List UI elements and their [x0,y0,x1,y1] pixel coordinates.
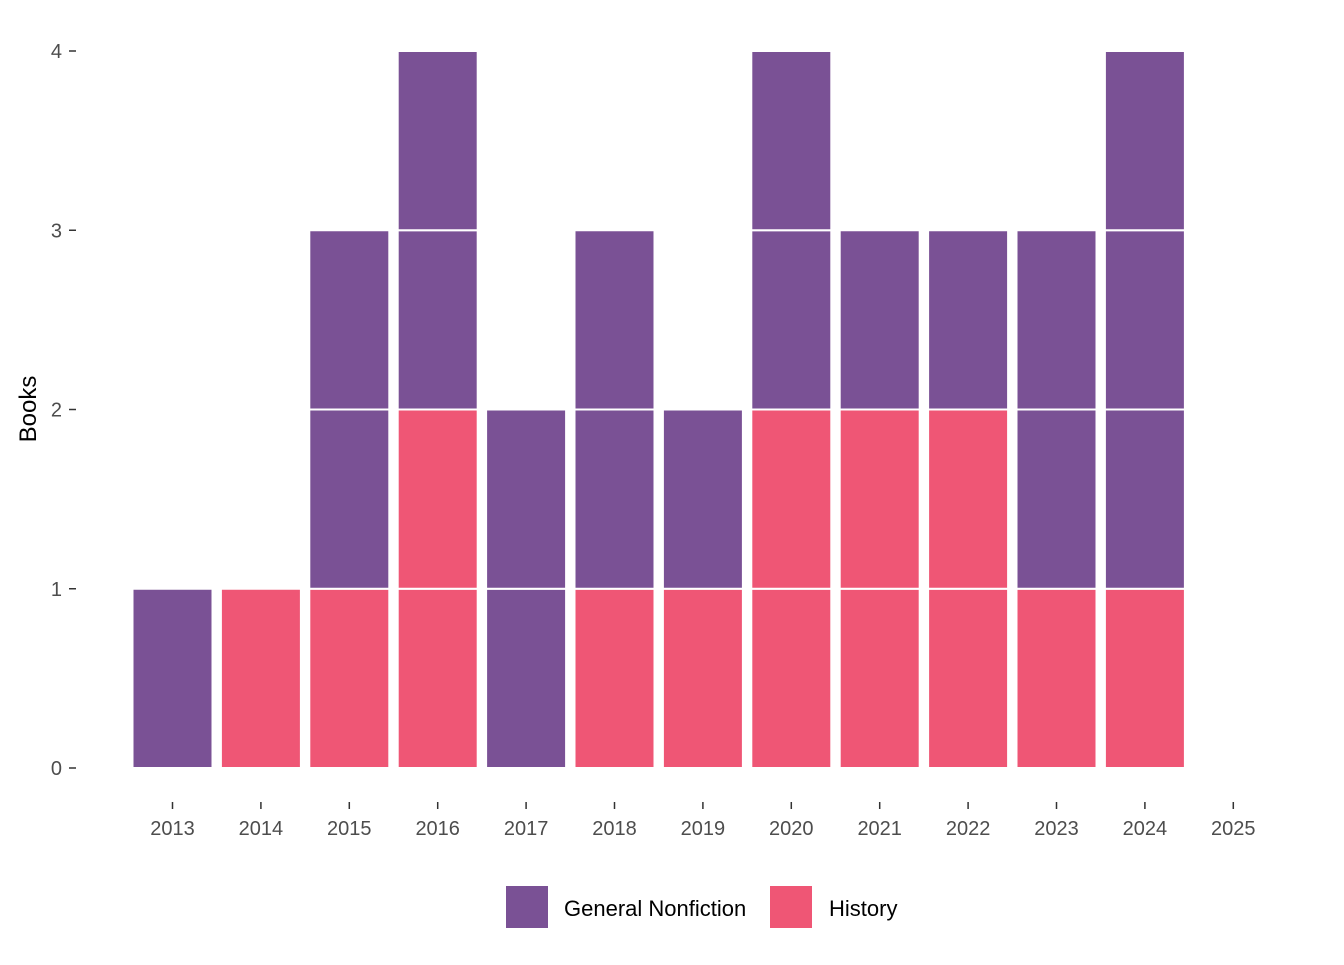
bar-segment-2018-2 [573,408,656,590]
y-tick-label: 2 [51,400,62,422]
bar-segment-2020-3 [750,229,833,411]
bar-segment-2016-4 [396,50,479,232]
y-axis: 0 1 2 3 4 [51,41,76,780]
bar-segment-2015-3 [308,229,391,411]
bar-segment-2016-2 [396,408,479,590]
x-tick-label-2022: 2022 [946,818,991,840]
bar-segment-2017-2 [485,408,568,590]
x-tick-label-2025: 2025 [1211,818,1256,840]
bar-segment-2020-4 [750,50,833,232]
legend-swatch-1 [770,886,812,928]
x-tick-label-2024: 2024 [1123,818,1168,840]
bar-segment-2023-2 [1015,408,1098,590]
bar-segment-2023-3 [1015,229,1098,411]
bar-segment-2018-3 [573,229,656,411]
bar-segment-2020-1 [750,587,833,769]
bar-segment-2022-3 [927,229,1010,411]
y-axis-title: Books [15,376,42,443]
bar-segment-2016-3 [396,229,479,411]
bar-segment-2016-1 [396,587,479,769]
x-axis: 2013 2014 2015 2016 2017 2018 2019 2020 2021 2022… [150,802,1256,840]
bar-segment-2019-1 [661,587,744,769]
bar-segment-2024-1 [1103,587,1186,769]
bar-segment-2015-1 [308,587,391,769]
bar-segment-2019-2 [661,408,744,590]
x-tick-label-2015: 2015 [327,818,372,840]
bar-segment-2014-1 [219,587,302,769]
bar-segment-2015-2 [308,408,391,590]
y-tick-label: 1 [51,579,62,601]
bar-segment-2024-4 [1103,50,1186,232]
y-tick-label: 4 [51,41,62,63]
bar-segment-2018-1 [573,587,656,769]
bar-segment-2017-1 [485,587,568,769]
x-tick-label-2023: 2023 [1034,818,1079,840]
y-tick-label: 0 [51,758,62,780]
y-tick-label: 3 [51,220,62,242]
x-tick-label-2016: 2016 [415,818,460,840]
x-tick-label-2014: 2014 [239,818,284,840]
bar-segment-2021-3 [838,229,921,411]
legend-label-0: General Nonfiction [564,896,746,921]
x-tick-label-2013: 2013 [150,818,195,840]
legend-label-1: History [829,896,897,921]
bar-segment-2022-2 [927,408,1010,590]
bar-segment-2021-1 [838,587,921,769]
bar-segment-2022-1 [927,587,1010,769]
x-tick-label-2021: 2021 [857,818,902,840]
bar-segment-2020-2 [750,408,833,590]
bar-segment-2013-1 [131,587,214,769]
bar-segment-2021-2 [838,408,921,590]
bar-segment-2024-2 [1103,408,1186,590]
x-tick-label-2019: 2019 [681,818,726,840]
legend: General Nonfiction History [506,886,897,928]
x-tick-label-2020: 2020 [769,818,814,840]
legend-swatch-0 [506,886,548,928]
bar-segment-2024-3 [1103,229,1186,411]
bar-segment-2023-1 [1015,587,1098,769]
x-tick-label-2018: 2018 [592,818,637,840]
bars-layer [131,50,1186,769]
x-tick-label-2017: 2017 [504,818,549,840]
